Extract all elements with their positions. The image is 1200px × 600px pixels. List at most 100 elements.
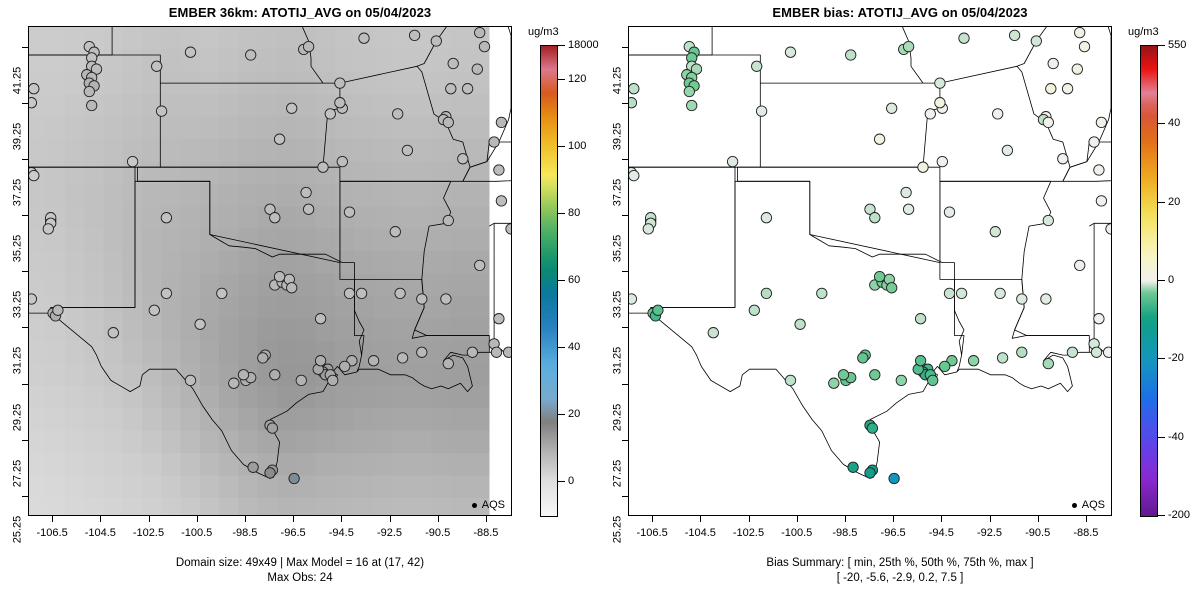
colorbar-tick-label: 0 bbox=[568, 475, 575, 488]
y-tick-mark bbox=[622, 495, 628, 497]
y-tick-label: 37.25 bbox=[612, 178, 624, 207]
x-tick-mark bbox=[485, 516, 487, 522]
y-tick-mark bbox=[622, 215, 628, 217]
x-tick-mark bbox=[437, 516, 439, 522]
x-tick-label: -94.5 bbox=[928, 527, 954, 539]
bias-summary-values: [ -20, -5.6, -2.9, 0.2, 7.5 ] bbox=[836, 572, 964, 584]
x-tick-mark bbox=[893, 516, 895, 522]
y-tick-label: 35.25 bbox=[612, 235, 624, 263]
x-tick-label: -106.5 bbox=[636, 527, 668, 539]
aqs-marker-icon bbox=[1071, 502, 1077, 508]
panel-model: EMBER 36km: ATOTIJ_AVG on 05/04/2023 25.… bbox=[0, 5, 600, 586]
panel-bias-title: EMBER bias: ATOTIJ_AVG on 05/04/2023 bbox=[772, 5, 1028, 20]
colorbar-tick-label: 550 bbox=[1168, 39, 1187, 51]
bias-summary-header: Bias Summary: [ min, 25th %, 50th %, 75t… bbox=[766, 557, 1034, 569]
colorbar-model-unit: ug/m3 bbox=[528, 26, 559, 38]
colorbar-model-gradient bbox=[540, 45, 558, 517]
x-tick-mark bbox=[341, 516, 343, 522]
colorbar-tick-label: 80 bbox=[568, 206, 581, 219]
x-tick-label: -90.5 bbox=[425, 527, 451, 539]
x-tick-mark bbox=[700, 516, 702, 522]
y-tick-mark bbox=[622, 47, 628, 49]
x-tick-label: -102.5 bbox=[132, 527, 165, 539]
x-tick-label: -92.5 bbox=[976, 527, 1003, 539]
y-tick-mark bbox=[622, 327, 628, 329]
panel-model-y-axis: 25.25 27.25 29.25 31.25 33.25 35.25 37.25 39.25… bbox=[0, 26, 28, 543]
y-tick-label: 33.25 bbox=[12, 291, 24, 319]
y-tick-mark bbox=[22, 103, 28, 105]
aqs-legend-bias: AQS bbox=[1071, 499, 1105, 511]
colorbar-tick-label: 18000 bbox=[568, 39, 599, 51]
colorbar-tick-mark bbox=[558, 347, 565, 349]
x-tick-mark bbox=[1085, 516, 1087, 522]
colorbar-tick-label: 100 bbox=[568, 139, 587, 152]
colorbar-tick-label: 40 bbox=[568, 341, 581, 354]
y-tick-label: 41.25 bbox=[612, 66, 624, 95]
y-tick-label: 39.25 bbox=[12, 122, 24, 151]
colorbar-tick-mark bbox=[558, 414, 565, 416]
panel-model-plot-area[interactable]: AQS bbox=[28, 26, 512, 516]
x-tick-mark bbox=[148, 516, 150, 522]
y-tick-mark bbox=[622, 103, 628, 105]
colorbar-tick-mark bbox=[1158, 515, 1165, 516]
x-tick-label: -90.5 bbox=[1025, 527, 1051, 539]
y-tick-mark bbox=[22, 495, 28, 497]
y-tick-label: 29.25 bbox=[612, 403, 624, 431]
colorbar-bias-unit: ug/m3 bbox=[1128, 26, 1159, 38]
panel-bias-x-axis: -106.5 -104.5 -102.5 -100.5 -98.5 -96.5 -94.5 -… bbox=[628, 516, 1112, 550]
y-tick-mark bbox=[622, 439, 628, 441]
x-tick-label: -102.5 bbox=[732, 527, 765, 539]
y-tick-mark bbox=[622, 271, 628, 273]
colorbar-tick-label: 0 bbox=[1168, 274, 1175, 286]
y-tick-label: 25.25 bbox=[12, 515, 24, 544]
panel-model-x-axis: -106.5 -104.5 -102.5 -100.5 -98.5 -96.5 -94.5 -… bbox=[28, 516, 512, 550]
x-tick-mark bbox=[652, 516, 654, 522]
y-tick-mark bbox=[22, 383, 28, 385]
colorbar-bias: ug/m3 550 40 20 0 -20 -40 -200 bbox=[1120, 26, 1200, 521]
x-tick-label: -100.5 bbox=[781, 527, 813, 539]
panel-model-title: EMBER 36km: ATOTIJ_AVG on 05/04/2023 bbox=[168, 5, 432, 20]
colorbar-tick-mark bbox=[558, 481, 565, 483]
colorbar-tick-mark bbox=[1158, 201, 1165, 203]
y-tick-mark bbox=[22, 439, 28, 441]
bias-map bbox=[629, 27, 1111, 485]
x-tick-mark bbox=[844, 516, 846, 522]
x-tick-label: -100.5 bbox=[181, 527, 213, 539]
colorbar-tick-label: -200 bbox=[1168, 509, 1191, 521]
aqs-legend-model: AQS bbox=[471, 499, 505, 511]
y-tick-mark bbox=[22, 47, 28, 49]
colorbar-tick-label: 20 bbox=[568, 408, 581, 421]
x-tick-label: -104.5 bbox=[684, 527, 716, 539]
panel-bias-footer: Bias Summary: [ min, 25th %, 50th %, 75t… bbox=[600, 556, 1200, 586]
y-tick-mark bbox=[622, 159, 628, 161]
y-tick-label: 41.25 bbox=[12, 66, 24, 95]
colorbar-tick-label: 60 bbox=[568, 274, 581, 286]
colorbar-tick-mark bbox=[558, 45, 565, 46]
x-tick-mark bbox=[796, 516, 798, 522]
colorbar-bias-gradient bbox=[1140, 45, 1158, 517]
x-tick-label: -96.5 bbox=[280, 527, 306, 539]
y-tick-label: 39.25 bbox=[612, 122, 624, 151]
y-tick-label: 27.25 bbox=[12, 459, 24, 487]
x-tick-label: -88.5 bbox=[473, 527, 499, 539]
y-tick-label: 29.25 bbox=[12, 403, 24, 431]
colorbar-tick-mark bbox=[558, 78, 565, 80]
panel-bias: EMBER bias: ATOTIJ_AVG on 05/04/2023 25.… bbox=[600, 0, 1200, 600]
y-tick-label: 31.25 bbox=[612, 347, 624, 375]
x-tick-label: -92.5 bbox=[376, 527, 403, 539]
y-tick-mark bbox=[22, 271, 28, 273]
aqs-legend-label: AQS bbox=[1081, 499, 1105, 511]
domain-size-text: Domain size: 49x49 | Max Model = 16 at (… bbox=[175, 557, 425, 569]
y-tick-mark bbox=[22, 215, 28, 217]
colorbar-tick-mark bbox=[1158, 436, 1165, 438]
y-tick-label: 33.25 bbox=[612, 291, 624, 319]
colorbar-tick-label: 20 bbox=[1168, 195, 1181, 208]
panel-model-footer: Domain size: 49x49 | Max Model = 16 at (… bbox=[0, 556, 600, 586]
x-tick-label: -98.5 bbox=[232, 527, 258, 539]
y-tick-mark bbox=[22, 159, 28, 161]
x-tick-mark bbox=[52, 516, 54, 522]
panel-bias-plot-area[interactable]: AQS bbox=[628, 26, 1112, 516]
y-tick-mark bbox=[622, 383, 628, 385]
panel-bias-y-axis: 25.25 27.25 29.25 31.25 33.25 35.25 37.25 39.25… bbox=[600, 26, 628, 543]
